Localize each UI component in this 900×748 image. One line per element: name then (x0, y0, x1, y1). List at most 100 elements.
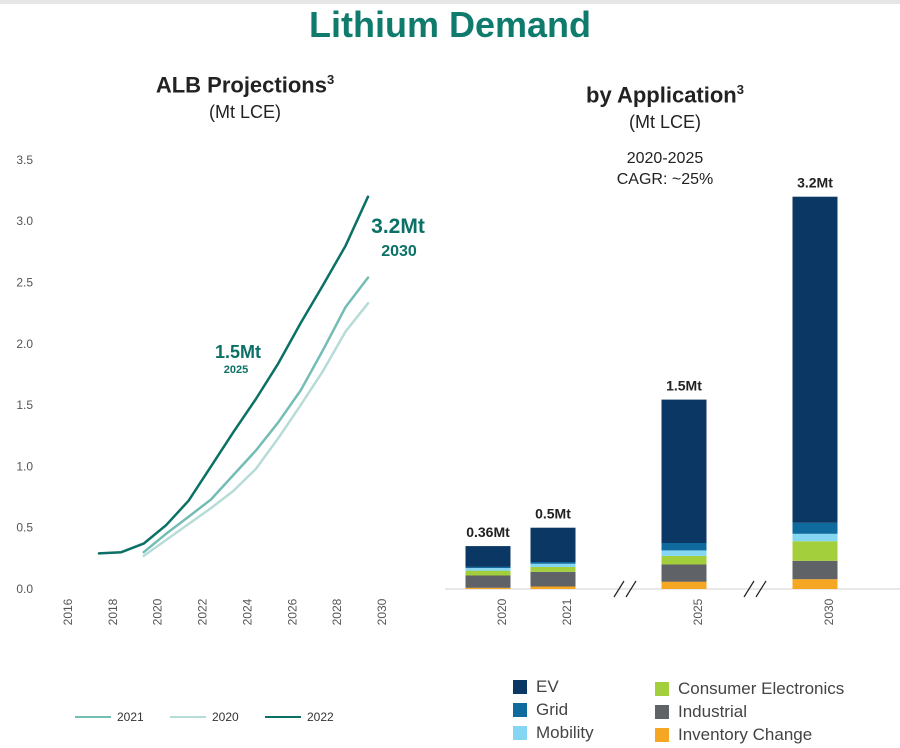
legend-label-grid: Grid (536, 700, 569, 719)
line-legend-label-2022: 2022 (307, 710, 334, 724)
annotation-2025-year: 2025 (224, 364, 248, 376)
legend-swatch-consumer-electronics (655, 682, 669, 696)
series-line-2021 (142, 276, 370, 554)
bar-legend-mobility: Mobility (513, 723, 594, 743)
axis-break-mark (743, 580, 755, 598)
cagr-text: CAGR: ~25% (616, 171, 714, 188)
right-panel-title: by Application3 (510, 82, 820, 108)
bar-segment-grid (792, 522, 838, 534)
annotation-2025-value: 1.5Mt (215, 342, 261, 362)
x-tick-label: 2030 (375, 598, 389, 625)
left-subtitle-sup: 3 (326, 72, 335, 87)
bar-category-label: 2021 (560, 598, 574, 625)
bar-total-label: 0.36Mt (466, 524, 510, 540)
legend-label-industrial: Industrial (678, 702, 747, 721)
x-tick-label: 2026 (285, 598, 299, 625)
y-tick-label: 1.5 (16, 398, 33, 412)
bar-legend-industrial: Industrial (655, 702, 747, 722)
top-bar (0, 0, 900, 4)
x-tick-label: 2020 (151, 598, 165, 625)
x-tick-label: 2028 (330, 598, 344, 625)
y-tick-label: 1.0 (16, 459, 33, 473)
bar-total-label: 0.5Mt (535, 506, 571, 522)
y-tick-label: 2.5 (16, 276, 33, 290)
left-panel-unit: (Mt LCE) (209, 102, 281, 122)
bar-segment-inventory-change (661, 581, 707, 589)
bar-segment-industrial (661, 564, 707, 582)
line-legend-2022: 2022 (265, 710, 334, 724)
bar-segment-ev (661, 399, 707, 543)
bar-legend-grid: Grid (513, 700, 568, 720)
bar-segment-mobility (661, 550, 707, 556)
line-legend-label-2021: 2021 (117, 710, 144, 724)
y-tick-label: 3.5 (16, 153, 33, 167)
line-legend-2020: 2020 (170, 710, 239, 724)
bar-segment-grid (661, 543, 707, 551)
y-tick-label: 0.0 (16, 582, 33, 596)
bar-segment-inventory-change (792, 579, 838, 589)
y-tick-label: 2.0 (16, 337, 33, 351)
bar-segment-industrial (792, 560, 838, 580)
line-legend-swatch-2020 (170, 716, 206, 718)
bar-segment-consumer-electronics (530, 566, 576, 572)
series-line-2022 (97, 195, 370, 555)
x-tick-label: 2016 (61, 598, 75, 625)
x-tick-label: 2022 (196, 598, 210, 625)
legend-label-consumer-electronics: Consumer Electronics (678, 679, 845, 698)
axis-break-mark (625, 580, 637, 598)
line-legend-2021: 2021 (75, 710, 144, 724)
legend-swatch-industrial (655, 705, 669, 719)
axis-break-mark (613, 580, 625, 598)
right-panel-unit: (Mt LCE) (629, 112, 701, 132)
right-subtitle-text: by Application (586, 82, 737, 108)
x-tick-label: 2024 (240, 598, 254, 625)
bar-category-label: 2020 (495, 598, 509, 625)
bar-segment-consumer-electronics (465, 570, 511, 576)
bar-segment-mobility (792, 533, 838, 542)
bar-segment-ev (465, 546, 511, 567)
bar-legend-consumer-electronics: Consumer Electronics (655, 679, 844, 699)
annotation-2030-year: 2030 (381, 243, 417, 260)
bar-segment-industrial (465, 575, 511, 588)
cagr-period: 2020-2025 (626, 150, 704, 167)
x-tick-label: 2018 (106, 598, 120, 625)
bar-total-label: 1.5Mt (666, 378, 702, 394)
y-tick-label: 0.5 (16, 521, 33, 535)
line-legend-label-2020: 2020 (212, 710, 239, 724)
page-title: Lithium Demand (308, 4, 591, 45)
right-subtitle-sup: 3 (736, 82, 744, 97)
left-panel-title: ALB Projections3 (90, 72, 400, 98)
bar-segment-consumer-electronics (792, 541, 838, 561)
bar-legend-ev: EV (513, 677, 559, 697)
legend-label-ev: EV (536, 677, 559, 696)
axis-break-mark (755, 580, 767, 598)
bar-segment-ev (792, 196, 838, 523)
legend-swatch-inventory-change (655, 728, 669, 742)
bar-segment-inventory-change (465, 587, 511, 589)
bar-segment-mobility (530, 563, 576, 567)
left-subtitle-text: ALB Projections (155, 72, 327, 98)
bar-segment-grid (530, 562, 576, 564)
bar-category-label: 2030 (822, 598, 836, 625)
bar-category-label: 2025 (691, 598, 705, 625)
legend-swatch-grid (513, 703, 527, 717)
bar-segment-consumer-electronics (661, 555, 707, 565)
bar-segment-inventory-change (530, 586, 576, 589)
legend-label-mobility: Mobility (536, 723, 594, 742)
legend-label-inventory-change: Inventory Change (678, 725, 813, 744)
legend-swatch-mobility (513, 726, 527, 740)
bar-segment-ev (530, 527, 576, 562)
y-tick-label: 3.0 (16, 214, 33, 228)
line-legend-swatch-2022 (265, 716, 301, 718)
bar-segment-industrial (530, 571, 576, 587)
bar-legend-inventory-change: Inventory Change (655, 725, 812, 745)
bar-total-label: 3.2Mt (797, 175, 833, 191)
bar-segment-mobility (465, 568, 511, 571)
bar-segment-grid (465, 566, 511, 569)
cagr-note: 2020-2025 CAGR: ~25% (560, 148, 770, 190)
annotation-2030-value: 3.2Mt (371, 215, 425, 238)
line-legend-swatch-2021 (75, 716, 111, 718)
series-line-2020 (142, 302, 370, 558)
legend-swatch-ev (513, 680, 527, 694)
